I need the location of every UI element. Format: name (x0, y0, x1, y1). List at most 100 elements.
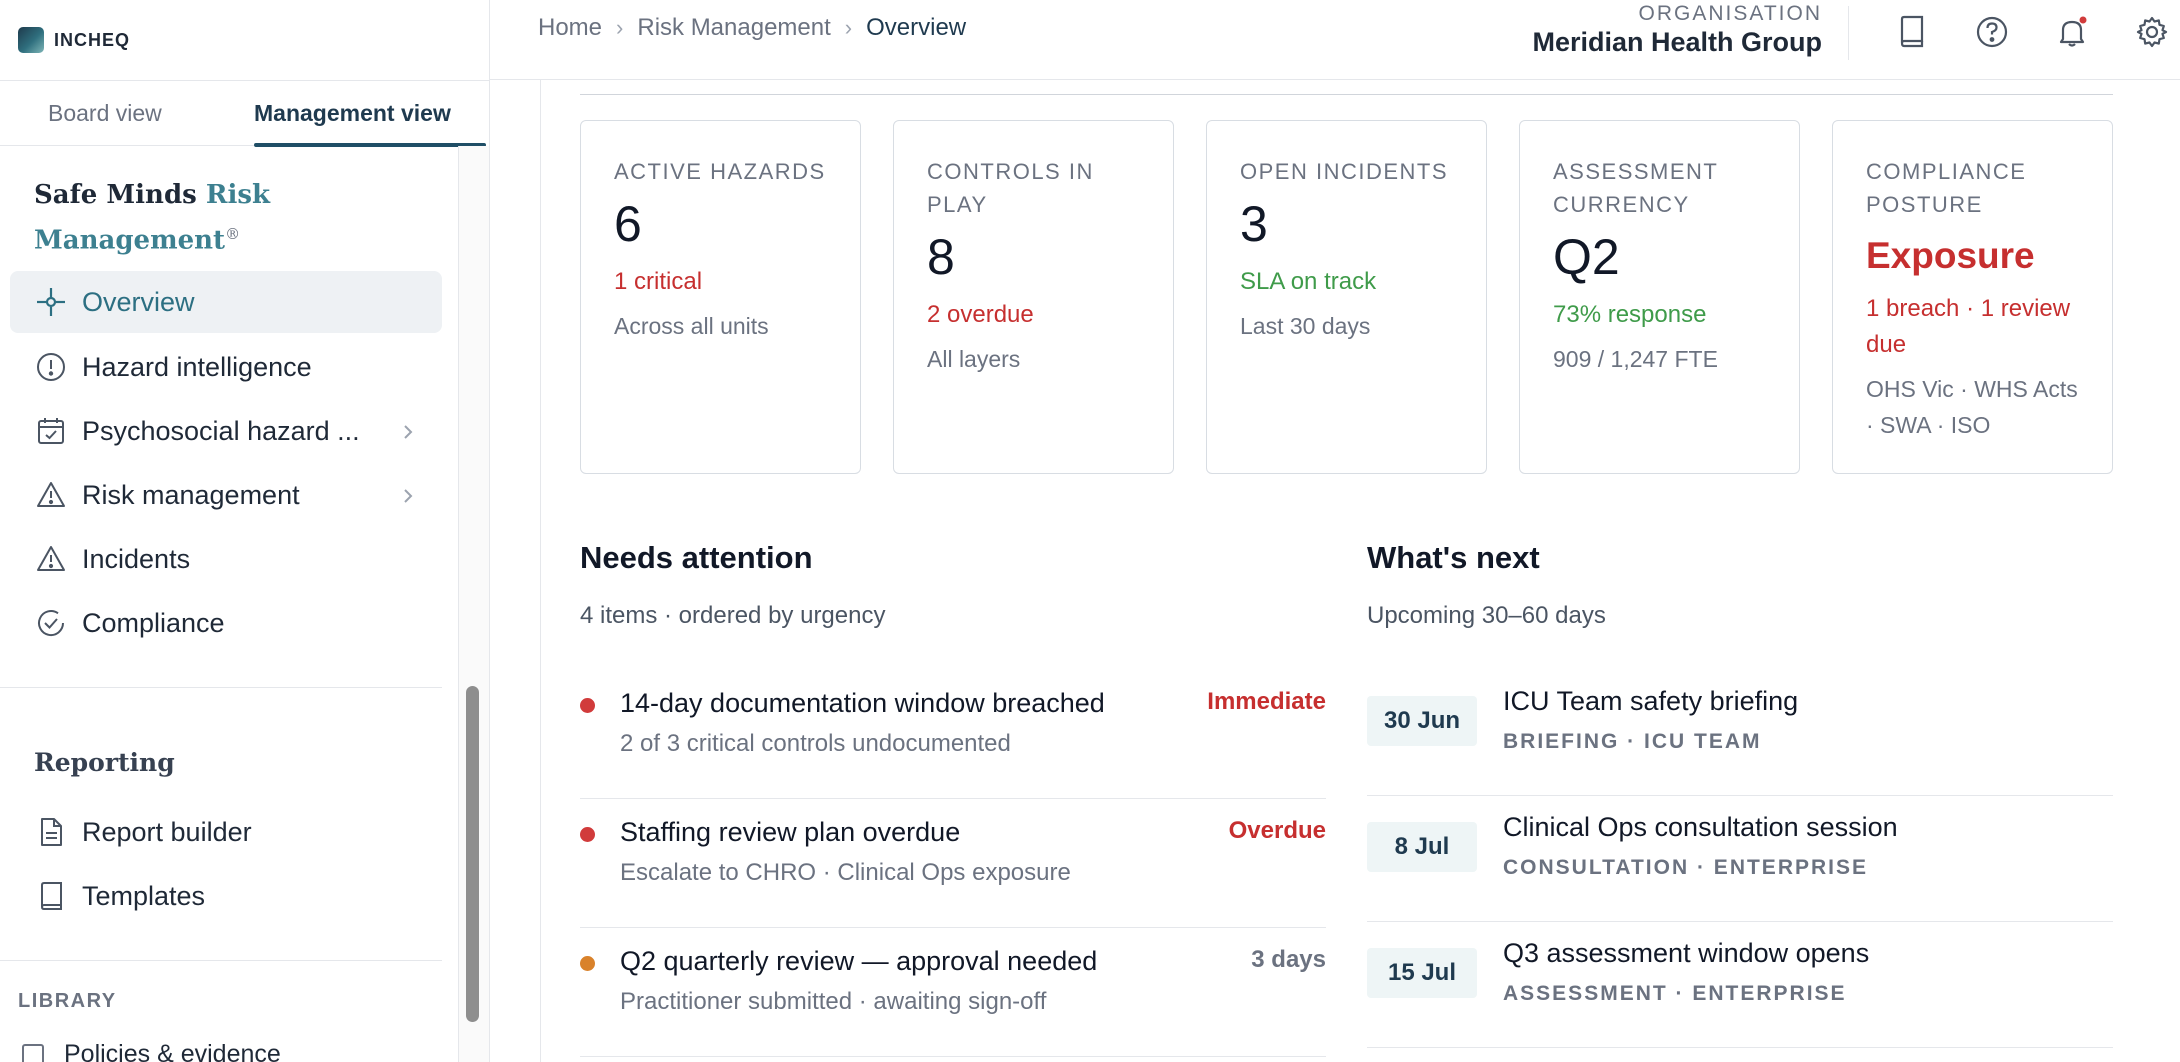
kpi-value: 6 (614, 196, 642, 252)
sidebar-item-overview[interactable]: Overview (10, 271, 442, 333)
sidebar: INCHEQ Board view Management view Safe M… (0, 0, 490, 1062)
item-description: 2 of 3 critical controls undocumented (620, 730, 1011, 757)
kpi-subtext: OHS Vic · WHS Acts · SWA · ISO (1866, 376, 2078, 438)
list-item[interactable]: 14-day documentation window breached 2 o… (580, 670, 1326, 799)
checkbox-icon (22, 1043, 44, 1062)
kpi-card-open-incidents[interactable]: Open incidents 3 SLA on track Last 30 da… (1206, 120, 1487, 474)
item-title: Q2 quarterly review — approval needed (620, 946, 1098, 976)
sidebar-item-label: Overview (82, 286, 195, 317)
kpi-value: 8 (927, 229, 955, 285)
library-section-title: LIBRARY (18, 990, 117, 1012)
kpi-subtext: Last 30 days (1240, 313, 1371, 339)
event-meta: BRIEFING · ICU TEAM (1503, 730, 1762, 753)
help-icon[interactable] (1972, 12, 2012, 52)
kpi-status: 73% response (1553, 301, 1707, 328)
kpi-status: 1 critical (614, 268, 703, 295)
module-title: Safe Minds Risk Management® (34, 176, 414, 261)
organisation-label: ORGANISATION (1638, 2, 1822, 25)
item-description: Escalate to CHRO · Clinical Ops exposure (620, 859, 1071, 886)
registered-mark: ® (225, 225, 241, 243)
topbar: Home › Risk Management › Overview ORGANI… (490, 0, 2180, 80)
sidebar-header-divider (0, 80, 489, 81)
organisation-info: ORGANISATION Meridian Health Group (1532, 2, 1822, 58)
item-title: 14-day documentation window breached (620, 688, 1105, 718)
tab-board-view[interactable]: Board view (48, 99, 162, 126)
sidebar-item-policies-evidence[interactable]: Policies & evidence (22, 1040, 281, 1062)
sidebar-item-label: Policies & evidence (64, 1040, 281, 1062)
sidebar-item-hazard-intelligence[interactable]: Hazard intelligence (10, 336, 442, 398)
sidebar-item-report-builder[interactable]: Report builder (10, 801, 442, 863)
chevron-right-icon[interactable] (400, 483, 416, 514)
book-icon (34, 879, 68, 913)
sidebar-item-label: Compliance (82, 607, 225, 638)
urgency-badge: Immediate (1207, 688, 1326, 715)
sidebar-item-label: Templates (82, 880, 206, 911)
breadcrumb: Home › Risk Management › Overview (538, 14, 966, 42)
kpi-label: Open incidents (1240, 159, 1449, 184)
book-icon[interactable] (1892, 12, 1932, 52)
crosshair-icon (34, 285, 68, 319)
sidebar-item-risk-management[interactable]: Risk management (10, 464, 442, 526)
brand-logo (18, 27, 44, 53)
breadcrumb-risk-management[interactable]: Risk Management (637, 14, 831, 41)
date-badge: 8 Jul (1367, 822, 1477, 872)
sidebar-scrollbar-thumb[interactable] (466, 686, 479, 1022)
kpi-value: Q2 (1553, 229, 1620, 285)
kpi-subtext: Across all units (614, 313, 769, 339)
sidebar-item-label: Hazard intelligence (82, 351, 312, 382)
sidebar-item-templates[interactable]: Templates (10, 865, 442, 927)
tab-management-view[interactable]: Management view (230, 80, 486, 147)
urgency-badge: 3 days (1251, 946, 1326, 973)
event-title: Clinical Ops consultation session (1503, 812, 1898, 842)
whats-next-subtitle: Upcoming 30–60 days (1367, 602, 1606, 629)
kpi-value: Exposure (1866, 235, 2035, 276)
kpi-row: Active hazards 6 1 critical Across all u… (580, 120, 2113, 474)
bell-icon[interactable] (2052, 12, 2092, 52)
list-item[interactable]: Q2 quarterly review — approval needed Pr… (580, 928, 1326, 1057)
brand-name: INCHEQ (54, 29, 131, 50)
date-badge: 15 Jul (1367, 948, 1477, 998)
sidebar-item-compliance[interactable]: Compliance (10, 592, 442, 654)
warning-triangle-icon (34, 478, 68, 512)
urgency-dot-icon (580, 956, 595, 971)
check-circle-icon (34, 606, 68, 640)
sidebar-item-psychosocial-hazard[interactable]: Psychosocial hazard ... (10, 400, 442, 462)
kpi-status: 2 overdue (927, 301, 1034, 328)
organisation-name[interactable]: Meridian Health Group (1532, 27, 1822, 57)
module-title-primary: Safe Minds (34, 180, 197, 210)
kpi-card-active-hazards[interactable]: Active hazards 6 1 critical Across all u… (580, 120, 861, 474)
kpi-card-controls-in-play[interactable]: Controls in play 8 2 overdue All layers (893, 120, 1174, 474)
kpi-label: Active hazards (614, 159, 826, 184)
list-item[interactable]: 30 Jun ICU Team safety briefing BRIEFING… (1367, 670, 2113, 796)
kpi-card-assessment-currency[interactable]: Assessment currency Q2 73% response 909 … (1519, 120, 1800, 474)
list-item[interactable]: 8 Jul Clinical Ops consultation session … (1367, 796, 2113, 922)
warning-triangle-icon (34, 542, 68, 576)
breadcrumb-home[interactable]: Home (538, 14, 603, 41)
date-badge: 30 Jun (1367, 696, 1477, 746)
sidebar-item-label: Incidents (82, 543, 191, 574)
needs-attention-title: Needs attention (580, 540, 813, 575)
topbar-divider (1848, 6, 1849, 60)
alert-circle-icon (34, 350, 68, 384)
kpi-status: 1 breach · 1 review due (1866, 295, 2071, 358)
chevron-right-icon[interactable] (400, 419, 416, 450)
whats-next-list: 30 Jun ICU Team safety briefing BRIEFING… (1367, 670, 2113, 1048)
needs-attention-subtitle: 4 items · ordered by urgency (580, 602, 886, 629)
calendar-check-icon (34, 414, 68, 448)
kpi-subtext: All layers (927, 346, 1021, 372)
urgency-badge: Overdue (1228, 817, 1326, 844)
main-content-divider (580, 94, 2113, 95)
sidebar-item-label: Report builder (82, 816, 252, 847)
kpi-label: Controls in play (927, 159, 1094, 217)
urgency-dot-icon (580, 827, 595, 842)
kpi-status: SLA on track (1240, 268, 1377, 295)
list-item[interactable]: 15 Jul Q3 assessment window opens ASSESS… (1367, 922, 2113, 1048)
sidebar-item-incidents[interactable]: Incidents (10, 528, 442, 590)
event-title: Q3 assessment window opens (1503, 938, 1870, 968)
kpi-value: 3 (1240, 196, 1268, 252)
list-item[interactable]: Staffing review plan overdue Escalate to… (580, 799, 1326, 928)
gear-icon[interactable] (2132, 12, 2172, 52)
brand[interactable]: INCHEQ (18, 18, 130, 62)
needs-attention-list: 14-day documentation window breached 2 o… (580, 670, 1326, 1057)
kpi-card-compliance-posture[interactable]: Compliance posture Exposure 1 breach · 1… (1832, 120, 2113, 474)
